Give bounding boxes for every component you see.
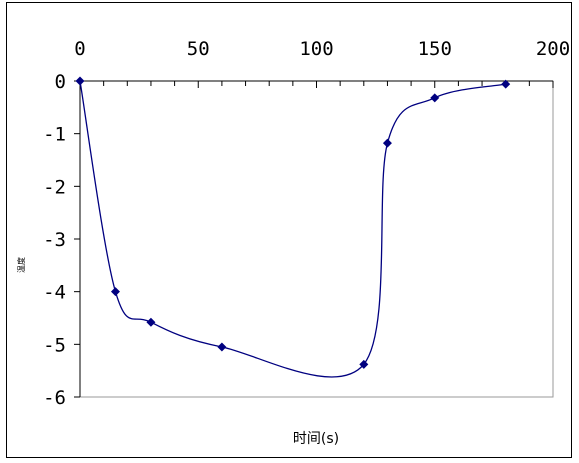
series-layer bbox=[75, 76, 511, 378]
y-tick-label: -5 bbox=[43, 334, 66, 356]
y-tick-label: -4 bbox=[43, 282, 66, 304]
y-tick-label: 0 bbox=[55, 71, 66, 93]
data-point-marker bbox=[382, 138, 392, 148]
data-point-marker bbox=[110, 287, 120, 297]
y-tick-label: -6 bbox=[43, 387, 66, 409]
x-tick-label: 150 bbox=[418, 38, 452, 60]
y-tick-label: -1 bbox=[43, 124, 66, 146]
chart-frame bbox=[6, 2, 572, 458]
axes: 0 50 100 150 200 0 -1 -2 -3 -4 -5 -6 bbox=[43, 38, 570, 409]
plot-area-border bbox=[79, 80, 554, 398]
y-tick-label: -2 bbox=[43, 176, 66, 198]
x-tick-label: 0 bbox=[74, 38, 85, 60]
x-axis-title: 时间(s) bbox=[293, 431, 339, 447]
y-axis-title: 温度 bbox=[16, 257, 26, 273]
x-tick-label: 100 bbox=[299, 38, 333, 60]
x-tick-label: 200 bbox=[536, 38, 570, 60]
y-tick-label: -3 bbox=[43, 229, 66, 251]
data-point-marker bbox=[359, 359, 369, 369]
data-point-marker bbox=[75, 76, 85, 86]
data-point-marker bbox=[146, 317, 156, 327]
data-point-marker bbox=[430, 93, 440, 103]
series-line bbox=[79, 80, 506, 378]
data-point-marker bbox=[217, 342, 227, 352]
data-point-marker bbox=[501, 79, 511, 89]
x-tick-label: 50 bbox=[187, 38, 210, 60]
